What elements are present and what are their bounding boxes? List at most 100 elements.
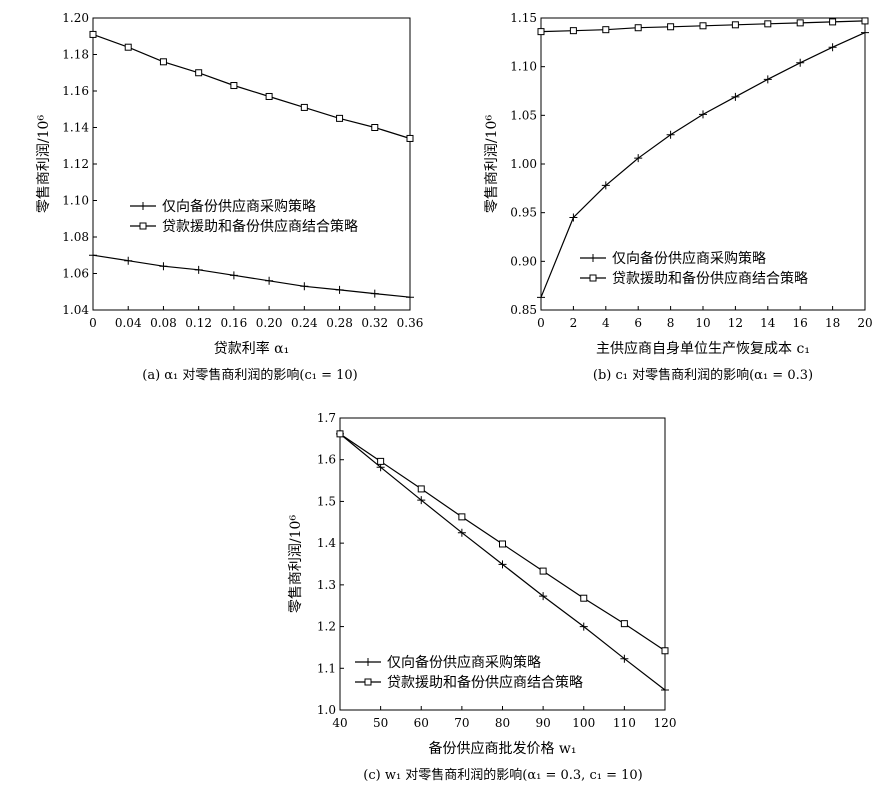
data-point: [194, 265, 203, 274]
data-point: [406, 134, 414, 142]
data-point: [159, 262, 168, 271]
y-tick-label: 1.3: [317, 578, 336, 592]
x-tick-label: 0: [537, 316, 545, 330]
plot-frame: [92, 17, 411, 311]
series-line-plus: [92, 254, 411, 298]
y-tick-label: 1.2: [317, 620, 336, 634]
x-tick-label: 70: [454, 716, 469, 730]
y-tick-label: 1.08: [62, 230, 89, 244]
data-point: [569, 27, 577, 35]
y-tick-label: 0.85: [510, 303, 537, 317]
data-point: [265, 276, 274, 285]
data-point: [457, 528, 466, 537]
data-point: [537, 293, 545, 302]
data-point: [569, 213, 578, 222]
data-point: [230, 82, 238, 90]
x-tick-label: 60: [414, 716, 429, 730]
data-point: [539, 592, 548, 601]
x-tick-label: 20: [857, 316, 872, 330]
y-tick-label: 1.06: [62, 267, 89, 281]
data-point: [300, 103, 308, 111]
data-point: [139, 202, 147, 210]
legend-label: 仅向备份供应商采购策略: [162, 198, 316, 215]
data-point: [580, 594, 588, 602]
data-point: [89, 30, 97, 38]
data-point: [699, 22, 707, 30]
panel-a: 0 0.04 0.08 0.12 0.16 0.20 0.24 0.28 0.32 0.36 1.0…: [36, 11, 423, 383]
y-tick-label: 0.90: [510, 254, 537, 268]
x-tick-label: 0.04: [115, 316, 142, 330]
data-point: [499, 540, 506, 548]
data-point: [336, 430, 344, 438]
x-tick-label: 50: [373, 716, 388, 730]
data-point: [861, 28, 869, 37]
legend-label: 贷款援助和备份供应商结合策略: [387, 674, 583, 691]
y-tick-label: 1.4: [317, 536, 336, 550]
y-axis-label: 零售商利润/10⁶: [288, 515, 304, 614]
data-point: [370, 289, 379, 298]
y-tick-label: 1.7: [317, 411, 336, 425]
panel-b: 0 2 4 6 8 10 12 14 16 18 20 0.85 0.90 0.95 1.00 1.05 1.1…: [484, 11, 873, 383]
data-point: [417, 496, 426, 505]
y-tick-label: 1.10: [62, 194, 89, 208]
data-point: [300, 282, 309, 291]
data-point: [364, 658, 372, 666]
figure-caption: (c) w₁ 对零售商利润的影响(α₁ = 0.3, c₁ = 10): [363, 767, 642, 783]
x-tick-label: 80: [495, 716, 510, 730]
data-point: [601, 181, 610, 190]
x-tick-label: 8: [667, 316, 675, 330]
data-point: [796, 58, 805, 67]
data-point: [498, 560, 507, 569]
x-tick-label: 120: [654, 716, 677, 730]
x-tick-label: 0.24: [291, 316, 318, 330]
x-axis-label: 主供应商自身单位生产恢复成本 c₁: [596, 340, 810, 357]
legend-label: 贷款援助和备份供应商结合策略: [612, 270, 808, 287]
x-tick-label: 110: [613, 716, 636, 730]
x-tick-label: 4: [602, 316, 610, 330]
x-tick-label: 40: [332, 716, 347, 730]
series-line-square: [92, 33, 411, 140]
legend-label: 贷款援助和备份供应商结合策略: [162, 218, 358, 235]
data-point: [458, 513, 466, 521]
x-axis-label: 备份供应商批发价格 w₁: [428, 740, 576, 757]
y-tick-label: 1.20: [62, 11, 89, 25]
data-point: [620, 654, 629, 663]
data-point: [195, 69, 203, 77]
data-point: [667, 23, 675, 31]
data-point: [602, 26, 610, 34]
data-point: [796, 19, 804, 27]
data-point: [589, 254, 597, 262]
x-tick-label: 0.08: [150, 316, 177, 330]
data-point: [634, 24, 642, 32]
y-tick-label: 1.1: [317, 661, 336, 675]
data-point: [139, 222, 147, 230]
data-point: [731, 92, 740, 101]
data-point: [265, 92, 273, 100]
x-tick-label: 0.28: [326, 316, 353, 330]
x-tick-label: 90: [535, 716, 550, 730]
data-point: [336, 114, 344, 122]
figure-caption: (b) c₁ 对零售商利润的影响(α₁ = 0.3): [593, 367, 813, 383]
data-point: [406, 293, 414, 302]
y-axis-label: 零售商利润/10⁶: [36, 115, 52, 214]
x-tick-label: 16: [793, 316, 808, 330]
data-point: [828, 43, 837, 52]
x-tick-label: 0.20: [256, 316, 283, 330]
data-point: [579, 622, 588, 631]
data-point: [377, 457, 385, 465]
y-tick-label: 1.16: [62, 84, 89, 98]
data-point: [731, 21, 739, 29]
x-tick-label: 100: [572, 716, 595, 730]
x-tick-label: 14: [760, 316, 776, 330]
data-point: [417, 485, 425, 493]
data-point: [829, 18, 837, 26]
y-tick-label: 1.12: [62, 157, 89, 171]
y-tick-label: 1.10: [510, 60, 537, 74]
data-point: [666, 130, 675, 139]
data-point: [539, 567, 547, 575]
data-point: [861, 17, 869, 25]
x-tick-label: 2: [570, 316, 578, 330]
x-tick-label: 6: [634, 316, 642, 330]
y-tick-label: 1.0: [317, 703, 336, 717]
